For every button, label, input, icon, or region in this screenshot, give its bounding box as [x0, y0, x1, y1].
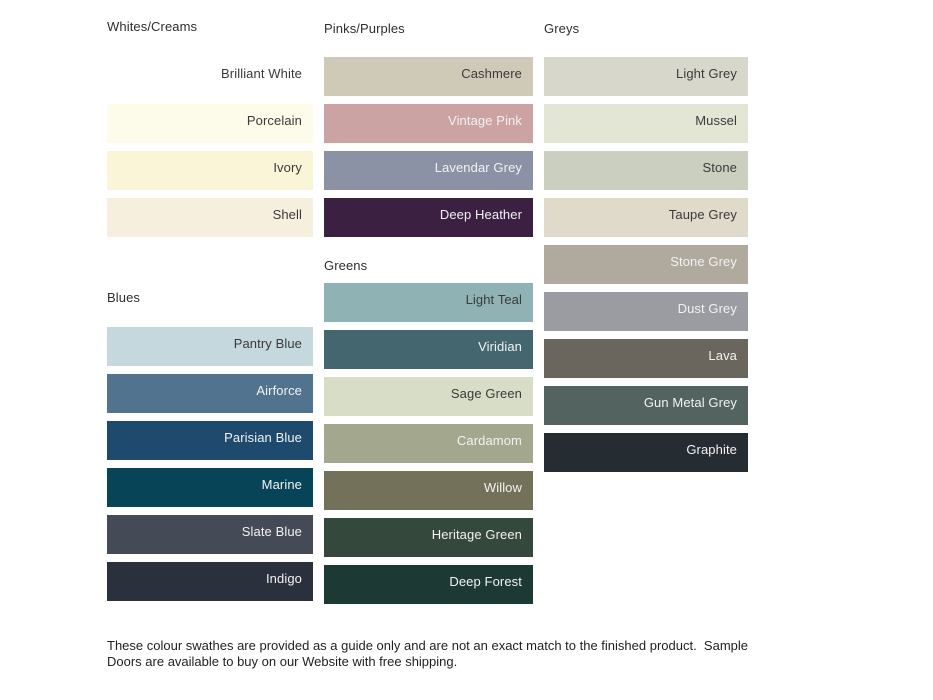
swatch-label-shell: Shell	[272, 207, 302, 222]
swatch-sage-green: Sage Green	[324, 377, 533, 416]
swatch-light-teal: Light Teal	[324, 283, 533, 322]
swatch-vintage-pink: Vintage Pink	[324, 104, 533, 143]
swatch-label-deep-forest: Deep Forest	[449, 574, 522, 589]
section-title-greens: Greens	[324, 258, 368, 273]
swatch-label-indigo: Indigo	[265, 571, 302, 586]
swatch-lavendar-grey: Lavendar Grey	[324, 151, 533, 190]
swatch-label-stone-grey: Stone Grey	[670, 254, 737, 269]
swatch-stone-grey: Stone Grey	[544, 245, 748, 284]
swatch-label-lavendar-grey: Lavendar Grey	[434, 160, 522, 175]
swatch-cashmere: Cashmere	[324, 57, 533, 96]
swatch-indigo: Indigo	[107, 562, 313, 601]
swatch-label-marine: Marine	[261, 477, 302, 492]
swatch-graphite: Graphite	[544, 433, 748, 472]
swatch-label-parisian-blue: Parisian Blue	[224, 430, 302, 445]
swatch-label-viridian: Viridian	[478, 339, 522, 354]
swatch-cardamom: Cardamom	[324, 424, 533, 463]
swatch-label-light-grey: Light Grey	[676, 66, 737, 81]
swatch-porcelain: Porcelain	[107, 104, 313, 143]
swatch-label-brilliant-white: Brilliant White	[221, 66, 302, 81]
swatch-label-sage-green: Sage Green	[450, 386, 522, 401]
swatch-dust-grey: Dust Grey	[544, 292, 748, 331]
footer-disclaimer: These colour swathes are provided as a g…	[107, 638, 767, 670]
footer-disclaimer-line: These colour swathes are provided as a g…	[107, 638, 748, 653]
swatch-willow: Willow	[324, 471, 533, 510]
swatch-label-vintage-pink: Vintage Pink	[448, 113, 522, 128]
section-greys: Greys Light Grey Mussel Stone Taupe Grey Ston…	[544, 21, 748, 480]
swatch-label-deep-heather: Deep Heather	[439, 207, 522, 222]
swatch-viridian: Viridian	[324, 330, 533, 369]
section-pinks: Pinks/Purples Cashmere Vintage Pink Lavenda…	[324, 21, 533, 245]
swatch-label-taupe-grey: Taupe Grey	[668, 207, 737, 222]
section-title-pinks: Pinks/Purples	[324, 21, 405, 36]
swatch-label-heritage-green: Heritage Green	[431, 527, 522, 542]
swatch-label-airforce: Airforce	[256, 383, 302, 398]
swatch-label-cashmere: Cashmere	[461, 66, 522, 81]
swatch-label-gun-metal-grey: Gun Metal Grey	[643, 395, 737, 410]
swatch-label-light-teal: Light Teal	[465, 292, 522, 307]
footer-disclaimer-line: Doors are available to buy on our Websit…	[107, 654, 458, 669]
swatch-taupe-grey: Taupe Grey	[544, 198, 748, 237]
swatch-heritage-green: Heritage Green	[324, 518, 533, 557]
swatch-lava: Lava	[544, 339, 748, 378]
swatch-deep-forest: Deep Forest	[324, 565, 533, 604]
swatch-label-lava: Lava	[708, 348, 737, 363]
swatch-label-stone: Stone	[702, 160, 737, 175]
section-whites: Whites/Creams Brilliant White Porcelain Ivo…	[107, 19, 313, 245]
swatch-stone: Stone	[544, 151, 748, 190]
swatch-label-mussel: Mussel	[695, 113, 737, 128]
swatch-label-dust-grey: Dust Grey	[677, 301, 737, 316]
swatch-ivory: Ivory	[107, 151, 313, 190]
swatch-label-pantry-blue: Pantry Blue	[233, 336, 302, 351]
section-title-whites: Whites/Creams	[107, 19, 198, 34]
section-greens: Greens Light Teal Viridian Sage Green Cardam…	[324, 258, 533, 612]
swatch-gun-metal-grey: Gun Metal Grey	[544, 386, 748, 425]
swatch-label-willow: Willow	[483, 480, 522, 495]
swatch-slate-blue: Slate Blue	[107, 515, 313, 554]
swatch-label-ivory: Ivory	[273, 160, 302, 175]
swatch-light-grey: Light Grey	[544, 57, 748, 96]
swatch-label-slate-blue: Slate Blue	[241, 524, 302, 539]
swatch-pantry-blue: Pantry Blue	[107, 327, 313, 366]
section-title-blues: Blues	[107, 290, 141, 305]
swatch-deep-heather: Deep Heather	[324, 198, 533, 237]
swatch-mussel: Mussel	[544, 104, 748, 143]
section-blues: Blues Pantry Blue Airforce Parisian Blue Mar…	[107, 290, 313, 609]
swatch-marine: Marine	[107, 468, 313, 507]
swatch-label-porcelain: Porcelain	[246, 113, 302, 128]
swatch-airforce: Airforce	[107, 374, 313, 413]
swatch-parisian-blue: Parisian Blue	[107, 421, 313, 460]
swatch-label-cardamom: Cardamom	[456, 433, 522, 448]
swatch-shell: Shell	[107, 198, 313, 237]
section-title-greys: Greys	[544, 21, 580, 36]
swatch-brilliant-white: Brilliant White	[107, 57, 313, 96]
swatch-label-graphite: Graphite	[686, 442, 737, 457]
